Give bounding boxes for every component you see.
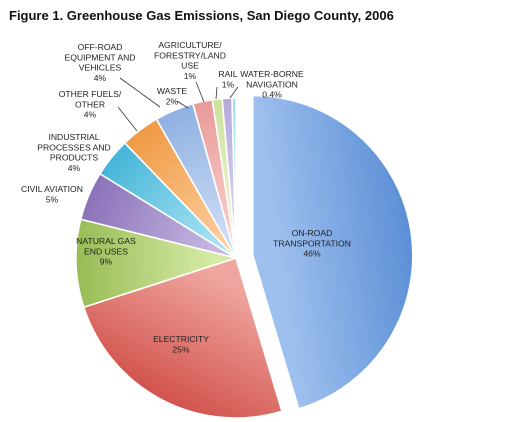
leader-line-waste [176, 100, 189, 109]
slice-label-other-fuels-other: OTHER FUELS/OTHER 4% [59, 89, 122, 120]
slice-label-electricity: ELECTRICITY 25% [153, 334, 209, 354]
leader-line-water-borne-navigation [229, 86, 239, 99]
slice-label-civil-aviation: CIVIL AVIATION 5% [21, 184, 83, 204]
slice-label-industrial-processes-and-products: INDUSTRIAL PROCESSES AND PRODUCTS 4% [37, 132, 111, 173]
chart-title: Figure 1. Greenhouse Gas Emissions, San … [9, 8, 394, 23]
pie-slice-natural-gas-end-uses [75, 218, 239, 309]
slice-label-on-road-transportation: ON-ROAD TRANSPORTATION 46% [273, 228, 351, 259]
pie-slice-water-borne-navigation [231, 97, 237, 259]
slice-label-off-road-equipment-and-vehicles: OFF-ROAD EQUIPMENT AND VEHICLES 4% [65, 42, 136, 83]
leader-line-off-road-equipment-and-vehicles [119, 77, 161, 108]
slice-label-waste: WASTE 2% [157, 86, 188, 106]
leader-line-other-fuels-other [117, 106, 138, 132]
slice-label-agriculture-forestry-land-use: AGRICULTURE/FORESTRY/LAND USE 1% [154, 40, 226, 81]
leader-line-agriculture-forestry-land-use [195, 81, 205, 103]
slice-label-rail: RAIL 1% [218, 69, 237, 89]
leader-line-rail [215, 86, 218, 100]
slice-label-water-borne-navigation: WATER-BORNE NAVIGATION 0.4% [240, 69, 304, 100]
slice-label-natural-gas-end-uses: NATURAL GAS END USES 9% [76, 236, 136, 267]
pie-slice-on-road-transportation [252, 94, 414, 410]
pie-slice-electricity [82, 256, 283, 419]
